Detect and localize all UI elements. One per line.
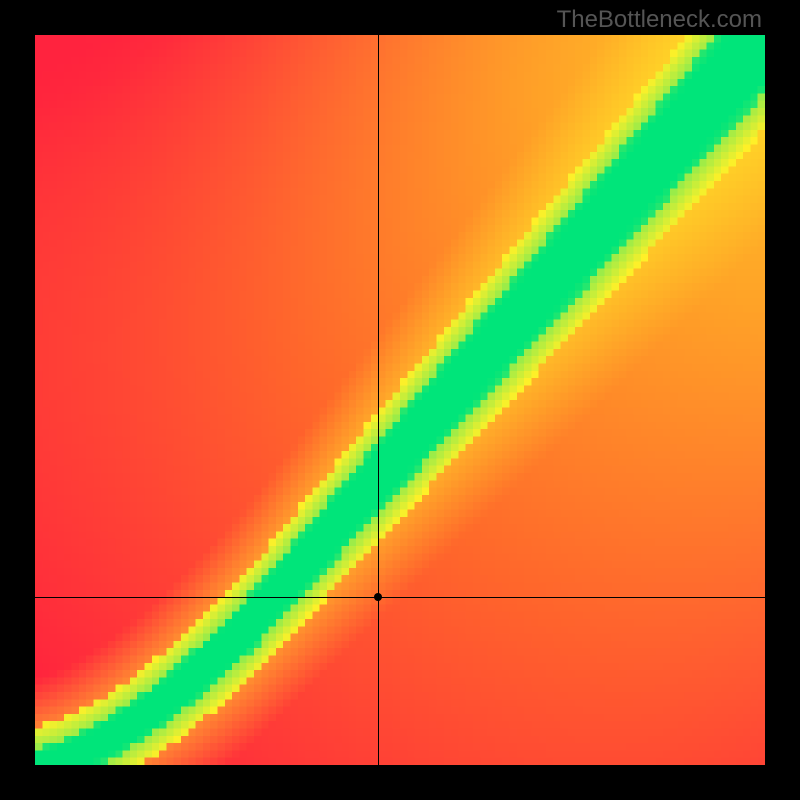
- crosshair-vertical: [378, 35, 379, 765]
- bottleneck-heatmap: [35, 35, 765, 765]
- chart-container: TheBottleneck.com: [0, 0, 800, 800]
- watermark-text: TheBottleneck.com: [557, 6, 762, 34]
- crosshair-horizontal: [35, 597, 765, 598]
